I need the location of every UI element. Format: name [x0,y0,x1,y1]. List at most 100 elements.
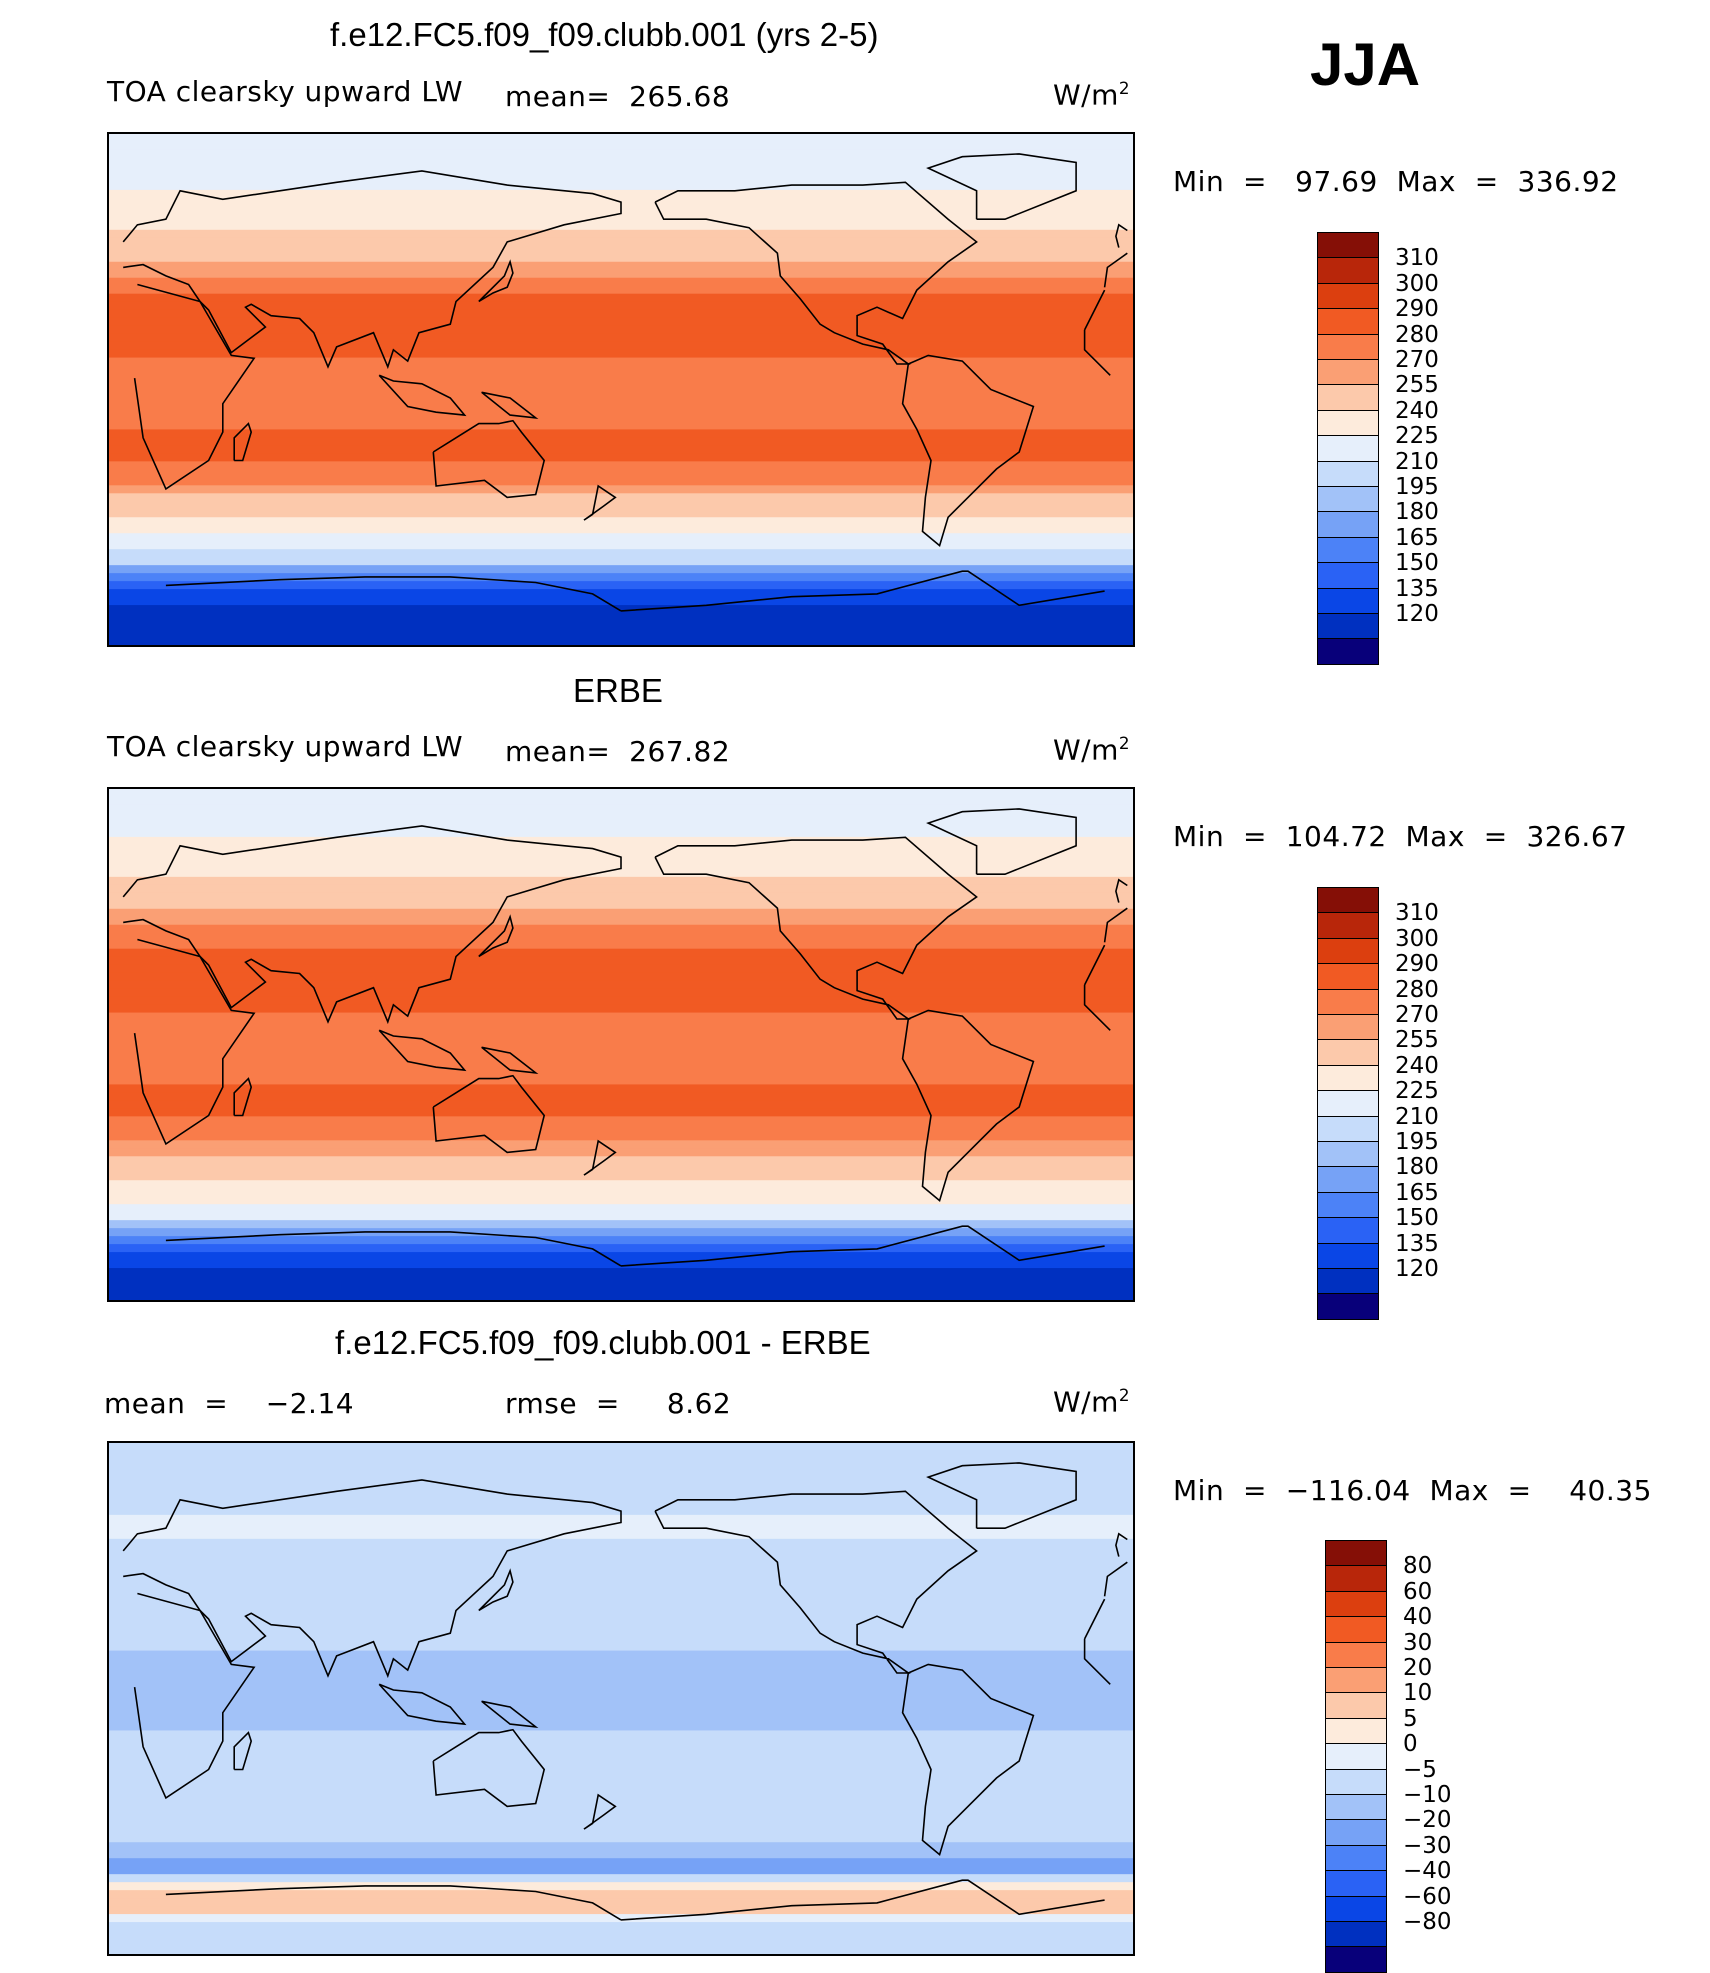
coastline [165,570,1105,612]
contour-band [109,469,1133,479]
panel-1-colorbar-tick-label: 120 [1395,601,1439,627]
panel-1-colorbar-swatch [1317,613,1379,640]
contour-band [109,1172,1133,1182]
panel-2-colorbar-tick-label: 270 [1395,1002,1439,1028]
contour-band [109,477,1133,487]
contour-band [109,134,1133,143]
contour-band [109,1244,1133,1253]
panel-1-variable-label: TOA clearsky upward LW [107,75,464,108]
contour-band [109,828,1133,838]
contour-band [109,1818,1133,1828]
contour-band [109,445,1133,455]
panel-3-colorbar-tick-label: 80 [1403,1553,1433,1580]
contour-band [109,916,1133,926]
panel-2-colorbar-swatch [1317,1039,1379,1066]
contour-band [109,1578,1133,1588]
panel-2-colorbar-swatch [1317,1141,1379,1168]
panel-3-colorbar-tick-label: −80 [1403,1909,1452,1935]
coastline [583,1793,617,1830]
contour-band [109,453,1133,463]
coastline [654,181,978,365]
panel-3-colorbar-swatch [1325,1794,1387,1821]
contour-band [109,796,1133,806]
contour-band [109,876,1133,886]
coastline [133,938,1111,1146]
contour-band [109,269,1133,279]
contour-band [109,1738,1133,1748]
contour-band [109,1204,1133,1213]
contour-band [109,1714,1133,1724]
coastline [926,153,1077,220]
contour-band [109,1626,1133,1636]
contour-band [109,525,1133,535]
coastline [233,1731,253,1771]
panel-2-colorbar-swatch [1317,988,1379,1015]
panel-3-colorbar-swatch [1325,1641,1387,1668]
contour-band [109,1946,1133,1954]
contour-band [109,1850,1133,1859]
contour-band [109,1052,1133,1062]
contour-band [109,1674,1133,1684]
contour-band [109,1730,1133,1740]
contour-band [109,836,1133,846]
contour-band [109,1466,1133,1476]
contour-band [109,1188,1133,1197]
panel-1-minmax: Min = 97.69 Max = 336.92 [1173,165,1619,198]
contour-band [109,597,1133,606]
contour-band [109,1020,1133,1030]
contour-band [109,1858,1133,1867]
panel-2-colorbar-swatch [1317,1217,1379,1244]
panel-1-mean-label: mean= 265.68 [505,80,731,113]
coastline [432,1074,546,1154]
panel-2-variable-label: TOA clearsky upward LW [107,730,464,763]
panel-1-colorbar-swatch [1317,333,1379,360]
contour-band [109,1132,1133,1142]
coastline [233,1077,253,1117]
panel-3-colorbar-swatch [1325,1946,1387,1973]
panel-3-colorbar-tick-label: 0 [1403,1731,1418,1758]
coastline [1115,878,1128,903]
panel-3-colorbar-tick-label: 20 [1403,1655,1433,1681]
coastline [432,419,546,499]
contour-band [109,1474,1133,1484]
panel-1-colorbar-swatch [1317,638,1379,665]
contour-band [109,940,1133,950]
contour-band [109,533,1133,542]
panel-1-colorbar-swatch [1317,282,1379,310]
contour-band [109,565,1133,574]
contour-band [109,309,1133,319]
contour-band [109,964,1133,974]
contour-band [109,589,1133,598]
panel-2-colorbar-swatch [1317,1242,1379,1269]
panel-3-contour-map [109,1443,1133,1954]
panel-2-map [107,787,1135,1302]
contour-band [109,1443,1133,1452]
panel-2-colorbar-swatch [1317,1115,1379,1142]
contour-band [109,996,1133,1006]
panel-3-colorbar-swatch [1325,1616,1387,1643]
contour-band [109,1450,1133,1460]
coastline [654,836,978,1020]
contour-band [109,1004,1133,1014]
contour-band [109,1690,1133,1700]
contour-band [109,421,1133,431]
panel-2-colorbar-tick-label: 255 [1395,1027,1439,1054]
panel-2-colorbar-tick-label: 180 [1395,1154,1439,1181]
contour-band [109,1212,1133,1221]
contour-band [109,1866,1133,1875]
contour-band [109,1076,1133,1086]
panel-1-colorbar-tick-label: 195 [1395,474,1439,500]
contour-band [109,1754,1133,1764]
panel-2-title: ERBE [573,672,663,709]
contour-band [109,1794,1133,1804]
panel-1-colorbar-swatch [1317,587,1379,614]
panel-3-colorbar-swatch [1325,1590,1387,1618]
panel-2-colorbar-tick-label: 210 [1395,1103,1439,1130]
contour-band [109,509,1133,519]
contour-band [109,804,1133,814]
contour-band [109,1236,1133,1245]
panel-3-colorbar-swatch [1325,1870,1387,1897]
panel-2-colorbar-swatch [1317,937,1379,965]
contour-band [109,165,1133,175]
panel-2-colorbar-swatch [1317,1090,1379,1117]
